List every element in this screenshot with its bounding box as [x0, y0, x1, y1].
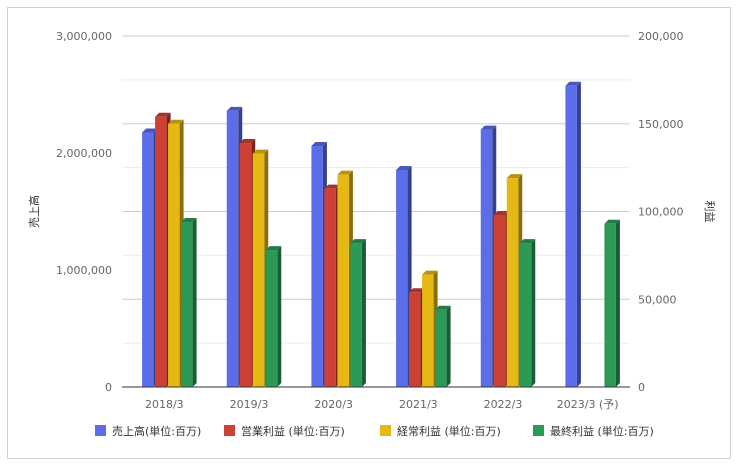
left-tick-label: 3,000,000 [56, 30, 112, 43]
category-label: 2023/3 (予) [557, 398, 619, 411]
right-tick-label: 0 [638, 381, 645, 394]
bar-top [519, 239, 536, 244]
bar-top [604, 219, 620, 224]
bar-side [361, 239, 366, 387]
bar-top [324, 184, 340, 189]
legend-swatch [380, 425, 391, 436]
bar [226, 110, 239, 387]
right-tick-label: 200,000 [638, 30, 684, 43]
bar-side [192, 218, 197, 387]
bar [168, 123, 180, 387]
bar-top [265, 246, 282, 251]
bar-top [311, 141, 327, 146]
bar [324, 188, 336, 387]
bar-top [480, 125, 497, 130]
bar [337, 174, 349, 387]
legend-label: 経常利益 (単位:百万) [397, 424, 501, 438]
bar [311, 145, 323, 387]
bar-top [565, 81, 581, 86]
bar-top [226, 106, 243, 111]
bar [604, 223, 616, 387]
bar [519, 243, 532, 387]
bar [142, 132, 154, 387]
bar [265, 250, 278, 387]
left-tick-label: 1,000,000 [56, 264, 112, 277]
right-tick-label: 50,000 [638, 293, 677, 306]
bar [435, 309, 447, 387]
bar-top [181, 218, 197, 223]
bar-side [615, 219, 620, 387]
bar-top [239, 139, 256, 144]
bar-top [493, 211, 510, 216]
category-label: 2018/3 [145, 398, 184, 411]
bar [181, 222, 193, 387]
bar [493, 215, 506, 387]
bar [239, 143, 252, 387]
left-axis-title: 売上高 [27, 195, 41, 228]
bar-top [350, 239, 366, 244]
bar [252, 153, 265, 387]
legend-swatch [224, 425, 235, 436]
bar [422, 274, 434, 387]
legend-swatch [95, 425, 106, 436]
bar-top [252, 149, 269, 154]
bar-top [168, 119, 184, 124]
bar [155, 116, 167, 387]
category-label: 2020/3 [314, 398, 353, 411]
left-tick-label: 2,000,000 [56, 147, 112, 160]
right-tick-label: 100,000 [638, 206, 684, 219]
legend-label: 最終利益 (単位:百万) [550, 424, 654, 438]
category-label: 2021/3 [399, 398, 438, 411]
bar [565, 85, 577, 387]
bar-top [155, 112, 171, 117]
category-label: 2022/3 [484, 398, 523, 411]
legend-swatch [533, 425, 544, 436]
left-tick-label: 0 [105, 381, 112, 394]
bar-side [446, 305, 451, 387]
bar-top [422, 270, 438, 275]
category-label: 2019/3 [230, 398, 269, 411]
right-axis-title: 利益 [703, 201, 717, 223]
right-tick-label: 150,000 [638, 118, 684, 131]
legend-label: 売上高(単位:百万) [112, 424, 201, 438]
bar-top [396, 165, 412, 170]
bar-top [435, 305, 451, 310]
bar-side [576, 81, 581, 387]
legend-label: 営業利益 (単位:百万) [241, 424, 345, 438]
bar-top [506, 174, 523, 179]
bar [350, 243, 362, 387]
bar-top [409, 288, 425, 293]
bar [396, 169, 408, 387]
bar-side [277, 246, 282, 387]
bar [480, 129, 493, 387]
bar-side [531, 239, 536, 387]
bar-top [142, 128, 158, 133]
bar [409, 292, 421, 387]
bar [506, 178, 519, 387]
bar-top [337, 170, 353, 175]
